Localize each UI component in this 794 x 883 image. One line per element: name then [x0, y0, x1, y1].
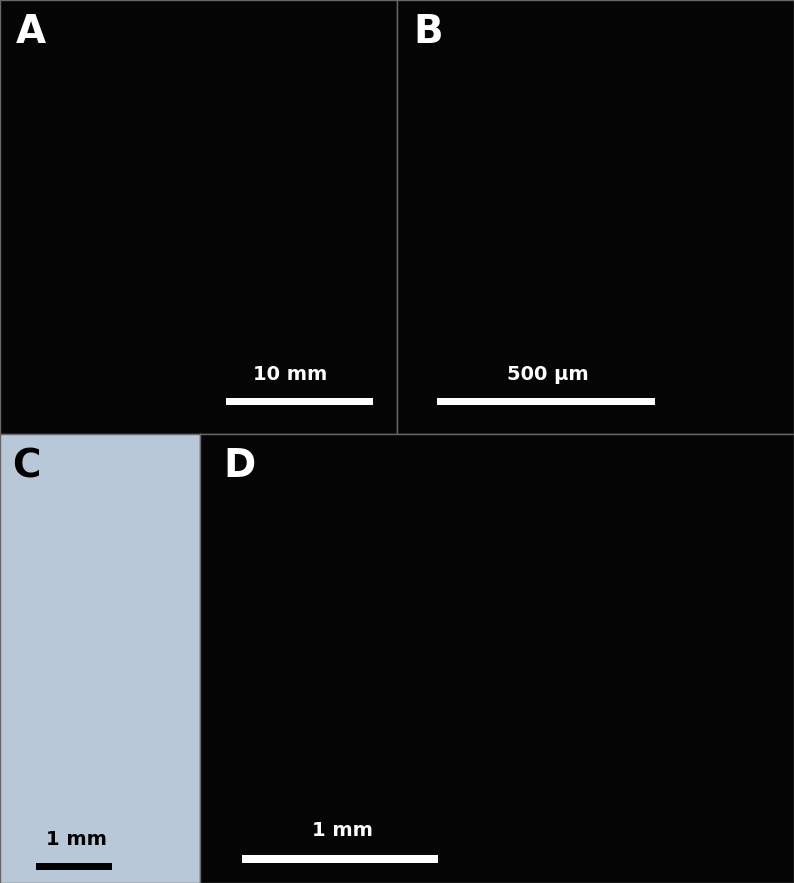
Bar [437, 397, 655, 405]
Text: B: B [413, 13, 442, 51]
Bar [241, 855, 437, 863]
Text: D: D [224, 447, 256, 485]
Bar [36, 863, 112, 870]
Text: 1 mm: 1 mm [312, 821, 373, 841]
Text: 1 mm: 1 mm [45, 830, 106, 849]
Bar [226, 397, 373, 405]
Text: C: C [12, 447, 40, 485]
Text: 10 mm: 10 mm [252, 365, 327, 384]
Text: A: A [16, 13, 46, 51]
Text: 500 μm: 500 μm [507, 365, 588, 384]
